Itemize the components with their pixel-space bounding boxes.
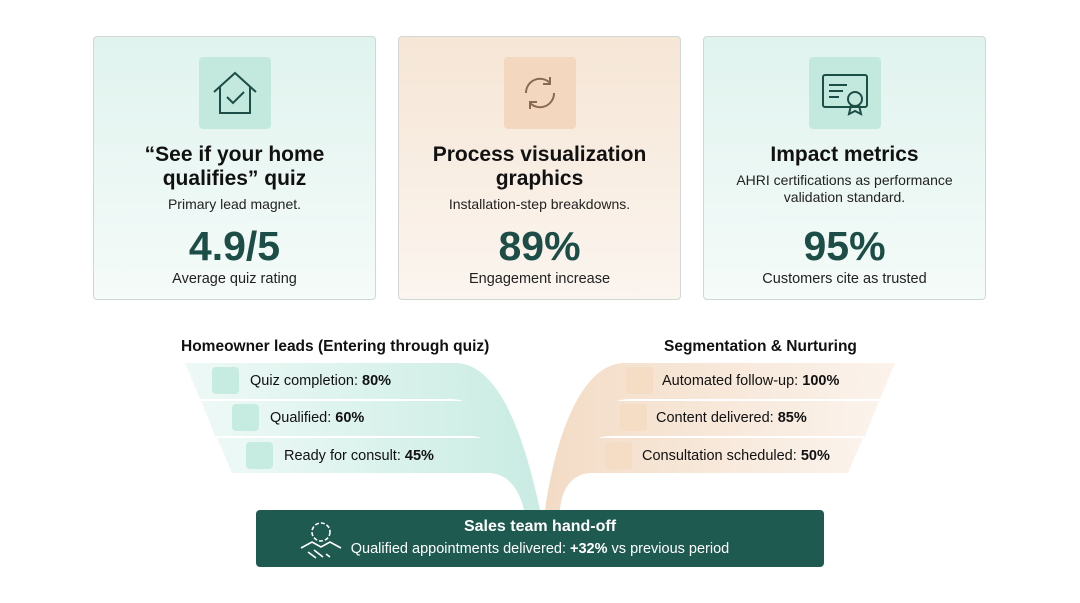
row-value: 45% bbox=[404, 448, 434, 464]
ribbon bbox=[201, 401, 538, 510]
funnel-row: Ready for consult: 45% bbox=[284, 447, 434, 465]
row-label: Automated follow-up: bbox=[662, 373, 799, 389]
funnel-row: Qualified: 60% bbox=[270, 409, 364, 427]
cycle-icon bbox=[524, 77, 556, 109]
card-metric: 89% bbox=[498, 223, 581, 269]
card: Impact metrics AHRI certifications as pe… bbox=[703, 36, 986, 300]
handoff-text: Qualified appointments delivered: +32% v… bbox=[256, 541, 824, 557]
ribbon bbox=[545, 363, 895, 510]
row-label: Qualified: bbox=[270, 410, 332, 426]
row-label: Content delivered: bbox=[656, 410, 774, 426]
card: “See if your home qualifies” quiz Primar… bbox=[93, 36, 376, 300]
card-subtitle: Primary lead magnet. bbox=[167, 196, 302, 212]
handoff-title: Sales team hand-off bbox=[463, 518, 617, 535]
card: Process visualization graphics Installat… bbox=[398, 36, 681, 300]
row-value: 50% bbox=[800, 448, 830, 464]
row-icon bbox=[232, 404, 259, 431]
row-value: 60% bbox=[335, 410, 365, 426]
card-title: Process visualization graphics bbox=[432, 143, 647, 190]
funnel-row: Automated follow-up: 100% bbox=[662, 372, 839, 390]
card-metric-label: Engagement increase bbox=[468, 271, 611, 287]
handoff-label: Qualified appointments delivered: bbox=[350, 541, 566, 557]
icon bbox=[809, 57, 881, 129]
card-subtitle: Installation-step breakdowns. bbox=[448, 196, 631, 212]
row-icon bbox=[620, 404, 647, 431]
handoff-value: +32% bbox=[570, 541, 608, 557]
card-metric: 4.9/5 bbox=[188, 223, 281, 269]
section-title: Homeowner leads (Entering through quiz) bbox=[181, 338, 490, 355]
icon bbox=[504, 57, 576, 129]
row-value: 85% bbox=[777, 410, 807, 426]
card-subtitle: AHRI certifications as performance valid… bbox=[736, 172, 953, 205]
handoff-box: Sales team hand-off Qualified appointmen… bbox=[256, 510, 824, 567]
card-title: Impact metrics bbox=[770, 143, 919, 166]
handshake-icon bbox=[300, 522, 342, 559]
row-icon bbox=[246, 442, 273, 469]
row-icon bbox=[605, 442, 632, 469]
row-label: Ready for consult: bbox=[284, 448, 401, 464]
ribbon bbox=[217, 438, 535, 510]
card-metric-label: Customers cite as trusted bbox=[762, 271, 927, 287]
row-label: Consultation scheduled: bbox=[642, 448, 797, 464]
icon bbox=[199, 57, 271, 129]
row-value: 80% bbox=[362, 373, 392, 389]
row-label: Quiz completion: bbox=[250, 373, 358, 389]
funnel-row: Consultation scheduled: 50% bbox=[642, 447, 830, 465]
funnel-row: Content delivered: 85% bbox=[656, 409, 807, 427]
house-icon bbox=[213, 71, 257, 114]
card-metric: 95% bbox=[803, 223, 886, 269]
row-icon bbox=[626, 367, 653, 394]
card-title: “See if your home qualifies” quiz bbox=[144, 143, 325, 190]
section-title: Segmentation & Nurturing bbox=[664, 338, 857, 355]
certificate-icon bbox=[822, 74, 868, 116]
row-value: 100% bbox=[802, 373, 840, 389]
card-metric-label: Average quiz rating bbox=[172, 271, 297, 287]
row-icon bbox=[212, 367, 239, 394]
handoff-suffix: vs previous period bbox=[611, 541, 730, 557]
funnel-row: Quiz completion: 80% bbox=[250, 372, 391, 390]
